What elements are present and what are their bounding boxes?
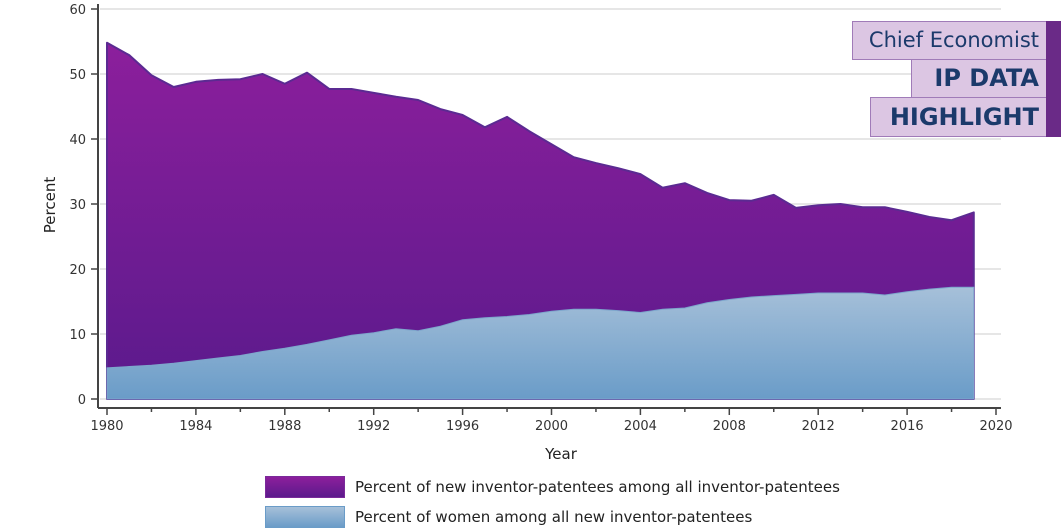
y-tick-label: 50 xyxy=(69,68,86,83)
legend-swatch-purple xyxy=(265,476,345,498)
badge-chief-economist: Chief Economist xyxy=(852,21,1048,60)
y-tick-label: 0 xyxy=(78,393,86,408)
y-tick-label: 30 xyxy=(69,198,86,213)
x-tick-label: 2008 xyxy=(713,419,746,434)
y-axis-title: Percent xyxy=(41,177,59,234)
x-tick-label: 1988 xyxy=(268,419,301,434)
y-tick-label: 20 xyxy=(69,263,86,278)
x-tick-label: 2000 xyxy=(535,419,568,434)
x-tick-label: 2020 xyxy=(979,419,1012,434)
x-tick-label: 2016 xyxy=(891,419,924,434)
badge-ip-data: IP DATA xyxy=(911,59,1048,98)
x-tick-label: 2004 xyxy=(624,419,657,434)
y-tick-label: 40 xyxy=(69,133,86,148)
x-axis-title: Year xyxy=(544,445,578,463)
legend-label: Percent of new inventor-patentees among … xyxy=(355,478,840,496)
x-tick-label: 1992 xyxy=(357,419,390,434)
badge-highlight: HIGHLIGHT xyxy=(870,97,1048,137)
areas xyxy=(107,43,974,399)
x-tick-label: 1984 xyxy=(179,419,212,434)
x-tick-label: 1996 xyxy=(446,419,479,434)
x-tick-label: 2012 xyxy=(802,419,835,434)
legend: Percent of new inventor-patentees among … xyxy=(265,472,840,532)
x-tick-label: 1980 xyxy=(90,419,123,434)
legend-item-women: Percent of women among all new inventor-… xyxy=(265,502,840,532)
legend-item-new-inventors: Percent of new inventor-patentees among … xyxy=(265,472,840,502)
y-tick-label: 60 xyxy=(69,3,86,18)
y-tick-label: 10 xyxy=(69,328,86,343)
badge-accent-bar xyxy=(1046,21,1061,137)
legend-label: Percent of women among all new inventor-… xyxy=(355,508,752,526)
legend-swatch-blue xyxy=(265,506,345,528)
